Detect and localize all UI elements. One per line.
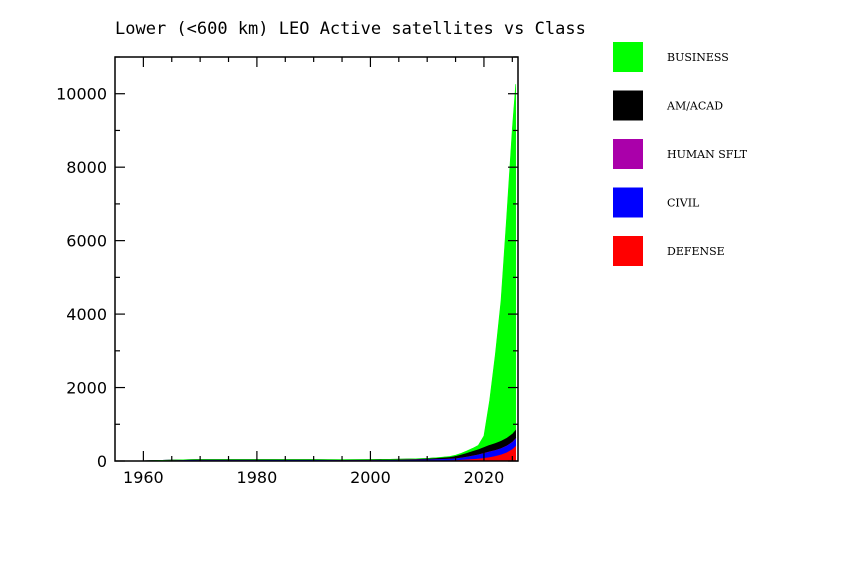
y-tick-label: 6000 xyxy=(66,232,107,251)
plot-frame xyxy=(114,56,519,462)
legend-swatch-business xyxy=(613,42,643,72)
x-tick-label: 2020 xyxy=(464,468,505,487)
x-tick-label: 1960 xyxy=(123,468,164,487)
legend-swatch-human-sflt xyxy=(613,139,643,169)
legend: BUSINESS AM/ACAD HUMAN SFLT CIVIL DEFENSE xyxy=(613,42,748,266)
y-tick-label: 10000 xyxy=(56,85,107,104)
legend-label-human-sflt: HUMAN SFLT xyxy=(667,148,748,161)
legend-swatch-am-acad xyxy=(613,90,643,121)
y-tick-label: 8000 xyxy=(66,158,107,177)
x-tick-label: 2000 xyxy=(350,468,391,487)
legend-swatch-defense xyxy=(613,236,643,266)
legend-label-am-acad: AM/ACAD xyxy=(666,100,723,113)
axes: 0 2000 4000 6000 8000 10000 1960 1980 2000 2020 xyxy=(56,56,519,487)
series-areas xyxy=(126,84,517,462)
legend-swatch-civil xyxy=(613,187,643,218)
legend-label-business: BUSINESS xyxy=(667,51,729,64)
y-tick-label: 0 xyxy=(97,452,107,471)
chart-title: Lower (<600 km) LEO Active satellites vs… xyxy=(115,19,586,39)
area-business xyxy=(126,84,517,462)
legend-label-civil: CIVIL xyxy=(667,197,700,210)
y-tick-label: 2000 xyxy=(66,379,107,398)
area-am-acad xyxy=(126,428,517,462)
legend-label-defense: DEFENSE xyxy=(667,245,725,258)
x-tick-label: 1980 xyxy=(237,468,278,487)
y-tick-label: 4000 xyxy=(66,305,107,324)
